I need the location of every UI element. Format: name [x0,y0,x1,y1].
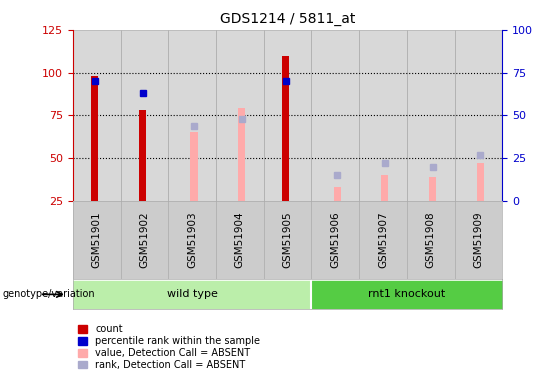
Text: GSM51906: GSM51906 [330,211,340,268]
Bar [312,30,359,201]
Legend: count, percentile rank within the sample, value, Detection Call = ABSENT, rank, : count, percentile rank within the sample… [78,324,260,370]
Text: rnt1 knockout: rnt1 knockout [368,290,446,299]
Text: GSM51902: GSM51902 [139,211,150,268]
Bar [139,110,146,201]
Bar [216,30,264,201]
Text: wild type: wild type [167,290,218,299]
Text: GSM51907: GSM51907 [378,211,388,268]
Bar [455,30,502,201]
Bar [91,76,98,201]
Bar [191,132,198,201]
Text: GSM51904: GSM51904 [235,211,245,268]
Text: genotype/variation: genotype/variation [3,290,96,299]
Bar [334,187,341,201]
Bar [120,30,168,201]
Bar [168,30,216,201]
Title: GDS1214 / 5811_at: GDS1214 / 5811_at [220,12,355,26]
Text: GSM51903: GSM51903 [187,211,197,268]
Bar [359,30,407,201]
Bar [282,56,289,201]
Bar [477,163,484,201]
Text: GSM51909: GSM51909 [474,211,483,268]
Bar [407,30,455,201]
Text: GSM51908: GSM51908 [426,211,436,268]
Text: GSM51905: GSM51905 [282,211,293,268]
Bar [264,30,312,201]
Bar [238,108,245,201]
Bar [381,175,388,201]
Bar [429,177,436,201]
Text: GSM51901: GSM51901 [92,211,102,268]
Bar [73,30,120,201]
